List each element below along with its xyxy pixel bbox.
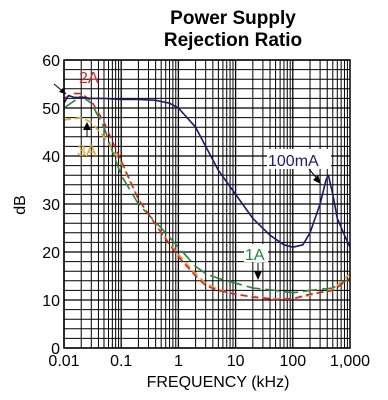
annotation-3a: 3A (77, 143, 97, 160)
series-line-100ma (63, 94, 351, 248)
series-line-3a (63, 116, 351, 300)
series-lines (63, 92, 351, 301)
tick-labels: 0.01 0.1 1 10 100 1,000 0 10 20 30 40 50 60 (42, 53, 370, 370)
series-annotations: 2A 3A 100mA 1A (53, 70, 331, 280)
grid (63, 59, 350, 349)
y-tick-label: 40 (42, 149, 60, 166)
annotation-arrowhead-100ma (313, 175, 321, 184)
annotation-arrowhead-3a (83, 122, 91, 130)
y-tick-label: 50 (42, 101, 60, 118)
series-line-2a (63, 92, 351, 301)
annotation-2a: 2A (79, 70, 99, 87)
plot-frame (63, 59, 351, 349)
annotation-bg-100ma (267, 149, 331, 169)
chart-title-line1: Power Supply (170, 8, 296, 29)
annotation-1a: 1A (245, 247, 265, 264)
x-tick-label: 1 (174, 353, 183, 370)
x-axis-label: FREQUENCY (kHz) (147, 374, 290, 391)
y-tick-label: 60 (42, 53, 60, 70)
y-axis-label: dB (12, 195, 29, 215)
x-tick-label: 0.01 (48, 353, 79, 370)
chart-title-line2: Rejection Ratio (164, 30, 302, 51)
series-line-1a (63, 95, 351, 294)
annotation-100ma: 100mA (268, 153, 319, 170)
x-tick-label: 10 (227, 353, 245, 370)
x-tick-label: 1,000 (330, 353, 370, 370)
x-tick-label: 0.1 (110, 353, 132, 370)
y-tick-label: 10 (42, 293, 60, 310)
annotation-arrowhead-2a (59, 88, 66, 94)
x-tick-label: 100 (279, 353, 306, 370)
annotation-arrowhead-1a (254, 271, 262, 280)
y-tick-label: 0 (51, 341, 60, 358)
annotation-bg-1a (244, 244, 268, 262)
y-tick-label: 20 (42, 245, 60, 262)
y-tick-label: 30 (42, 197, 60, 214)
